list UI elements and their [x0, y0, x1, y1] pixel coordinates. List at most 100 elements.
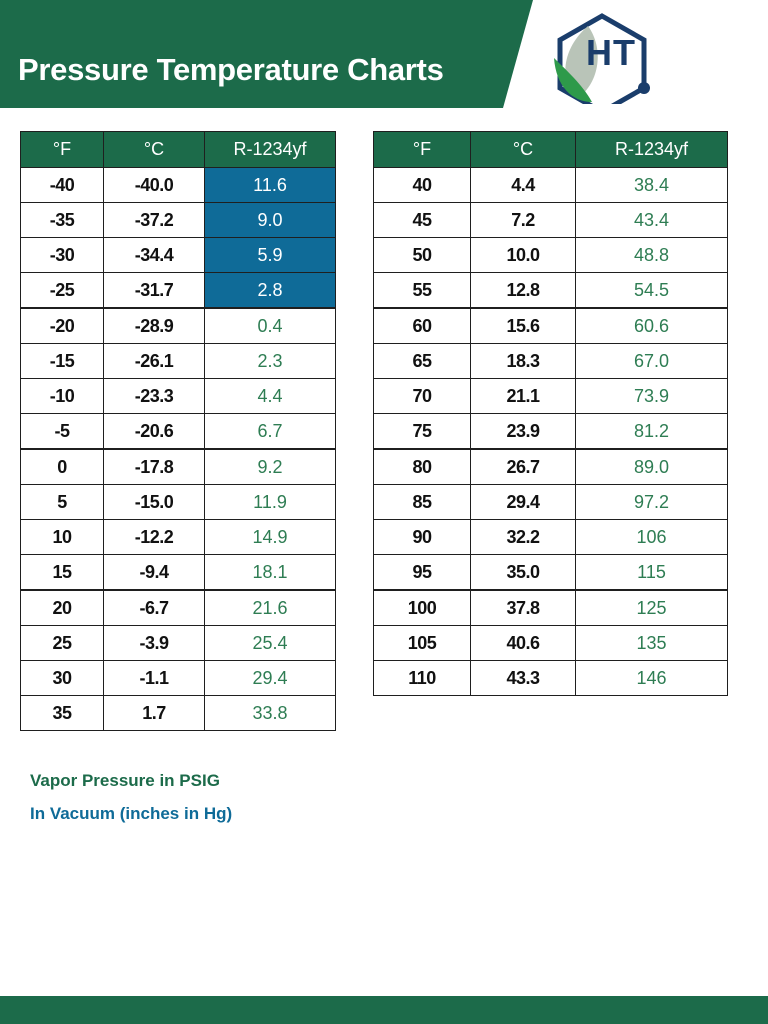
table-row: 50 10.0 48.8 — [373, 237, 728, 273]
pt-table-left: °F °C R-1234yf -40 -40.0 11.6 -35 -37.2 9.0 -3… — [20, 131, 336, 731]
cell-fahrenheit: -10 — [20, 378, 104, 414]
cell-fahrenheit: 55 — [373, 272, 471, 309]
cell-pressure: 97.2 — [575, 484, 728, 520]
cell-pressure: 125 — [575, 589, 728, 626]
cell-celsius: -31.7 — [103, 272, 205, 309]
table-row: 0 -17.8 9.2 — [20, 448, 336, 485]
table-row: 105 40.6 135 — [373, 625, 728, 661]
page-title: Pressure Temperature Charts — [18, 52, 444, 87]
table-row: 95 35.0 115 — [373, 554, 728, 591]
cell-celsius: 10.0 — [470, 237, 576, 273]
table-row: 20 -6.7 21.6 — [20, 589, 336, 626]
cell-celsius: 12.8 — [470, 272, 576, 309]
cell-celsius: 1.7 — [103, 695, 205, 731]
cell-celsius: -17.8 — [103, 448, 205, 485]
cell-celsius: 26.7 — [470, 448, 576, 485]
legend-vacuum: In Vacuum (inches in Hg) — [30, 804, 233, 823]
cell-celsius: -6.7 — [103, 589, 205, 626]
cell-fahrenheit: -5 — [20, 413, 104, 450]
table-row: -10 -23.3 4.4 — [20, 378, 336, 414]
cell-fahrenheit: 30 — [20, 660, 104, 696]
cell-pressure: 21.6 — [204, 589, 336, 626]
cell-fahrenheit: 70 — [373, 378, 471, 414]
pt-table-right: °F °C R-1234yf 40 4.4 38.4 45 7.2 43.4 50 10.0 4… — [373, 131, 728, 696]
cell-pressure: 135 — [575, 625, 728, 661]
cell-fahrenheit: 20 — [20, 589, 104, 626]
table-row: 45 7.2 43.4 — [373, 202, 728, 238]
cell-celsius: 4.4 — [470, 167, 576, 203]
table-row: -25 -31.7 2.8 — [20, 272, 336, 309]
cell-celsius: -34.4 — [103, 237, 205, 273]
cell-fahrenheit: 15 — [20, 554, 104, 591]
cell-fahrenheit: 85 — [373, 484, 471, 520]
cell-celsius: -15.0 — [103, 484, 205, 520]
table-row: 110 43.3 146 — [373, 660, 728, 696]
cell-fahrenheit: 95 — [373, 554, 471, 591]
cell-celsius: 18.3 — [470, 343, 576, 379]
column-header-fahrenheit: °F — [373, 131, 471, 168]
cell-pressure: 11.6 — [204, 167, 336, 203]
cell-pressure: 146 — [575, 660, 728, 696]
cell-pressure: 9.2 — [204, 448, 336, 485]
cell-celsius: 29.4 — [470, 484, 576, 520]
cell-fahrenheit: 25 — [20, 625, 104, 661]
header-band-shape — [0, 0, 533, 108]
cell-pressure: 29.4 — [204, 660, 336, 696]
table-row: -40 -40.0 11.6 — [20, 167, 336, 203]
cell-pressure: 33.8 — [204, 695, 336, 731]
cell-pressure: 11.9 — [204, 484, 336, 520]
cell-celsius: 32.2 — [470, 519, 576, 555]
cell-pressure: 0.4 — [204, 307, 336, 344]
cell-fahrenheit: 45 — [373, 202, 471, 238]
table-row: -15 -26.1 2.3 — [20, 343, 336, 379]
cell-celsius: 43.3 — [470, 660, 576, 696]
cell-pressure: 73.9 — [575, 378, 728, 414]
cell-fahrenheit: -20 — [20, 307, 104, 344]
cell-fahrenheit: 0 — [20, 448, 104, 485]
table-row: 30 -1.1 29.4 — [20, 660, 336, 696]
cell-pressure: 89.0 — [575, 448, 728, 485]
cell-fahrenheit: 50 — [373, 237, 471, 273]
cell-celsius: -20.6 — [103, 413, 205, 450]
table-row: 75 23.9 81.2 — [373, 413, 728, 450]
cell-celsius: 23.9 — [470, 413, 576, 450]
logo-text: HT — [586, 32, 636, 73]
cell-fahrenheit: -30 — [20, 237, 104, 273]
cell-fahrenheit: 40 — [373, 167, 471, 203]
cell-fahrenheit: 90 — [373, 519, 471, 555]
cell-celsius: 37.8 — [470, 589, 576, 626]
cell-celsius: -23.3 — [103, 378, 205, 414]
cell-pressure: 38.4 — [575, 167, 728, 203]
cell-pressure: 48.8 — [575, 237, 728, 273]
table-row: 15 -9.4 18.1 — [20, 554, 336, 591]
header-band: Pressure Temperature Charts — [0, 0, 768, 108]
cell-celsius: -40.0 — [103, 167, 205, 203]
table-row: -30 -34.4 5.9 — [20, 237, 336, 273]
cell-pressure: 6.7 — [204, 413, 336, 450]
table-row: 80 26.7 89.0 — [373, 448, 728, 485]
cell-pressure: 81.2 — [575, 413, 728, 450]
cell-pressure: 18.1 — [204, 554, 336, 591]
table-row: 10 -12.2 14.9 — [20, 519, 336, 555]
table-row: -5 -20.6 6.7 — [20, 413, 336, 450]
cell-celsius: 21.1 — [470, 378, 576, 414]
table-row: 55 12.8 54.5 — [373, 272, 728, 309]
cell-fahrenheit: -25 — [20, 272, 104, 309]
table-row: 35 1.7 33.8 — [20, 695, 336, 731]
cell-fahrenheit: -15 — [20, 343, 104, 379]
cell-fahrenheit: 35 — [20, 695, 104, 731]
column-header-refrigerant: R-1234yf — [575, 131, 728, 168]
column-header-celsius: °C — [470, 131, 576, 168]
cell-celsius: -9.4 — [103, 554, 205, 591]
cell-celsius: -12.2 — [103, 519, 205, 555]
cell-pressure: 5.9 — [204, 237, 336, 273]
cell-fahrenheit: 75 — [373, 413, 471, 450]
cell-fahrenheit: 65 — [373, 343, 471, 379]
footer-bar — [0, 996, 768, 1024]
column-header-celsius: °C — [103, 131, 205, 168]
cell-pressure: 60.6 — [575, 307, 728, 344]
cell-celsius: 35.0 — [470, 554, 576, 591]
cell-celsius: -28.9 — [103, 307, 205, 344]
cell-fahrenheit: -40 — [20, 167, 104, 203]
cell-celsius: 7.2 — [470, 202, 576, 238]
